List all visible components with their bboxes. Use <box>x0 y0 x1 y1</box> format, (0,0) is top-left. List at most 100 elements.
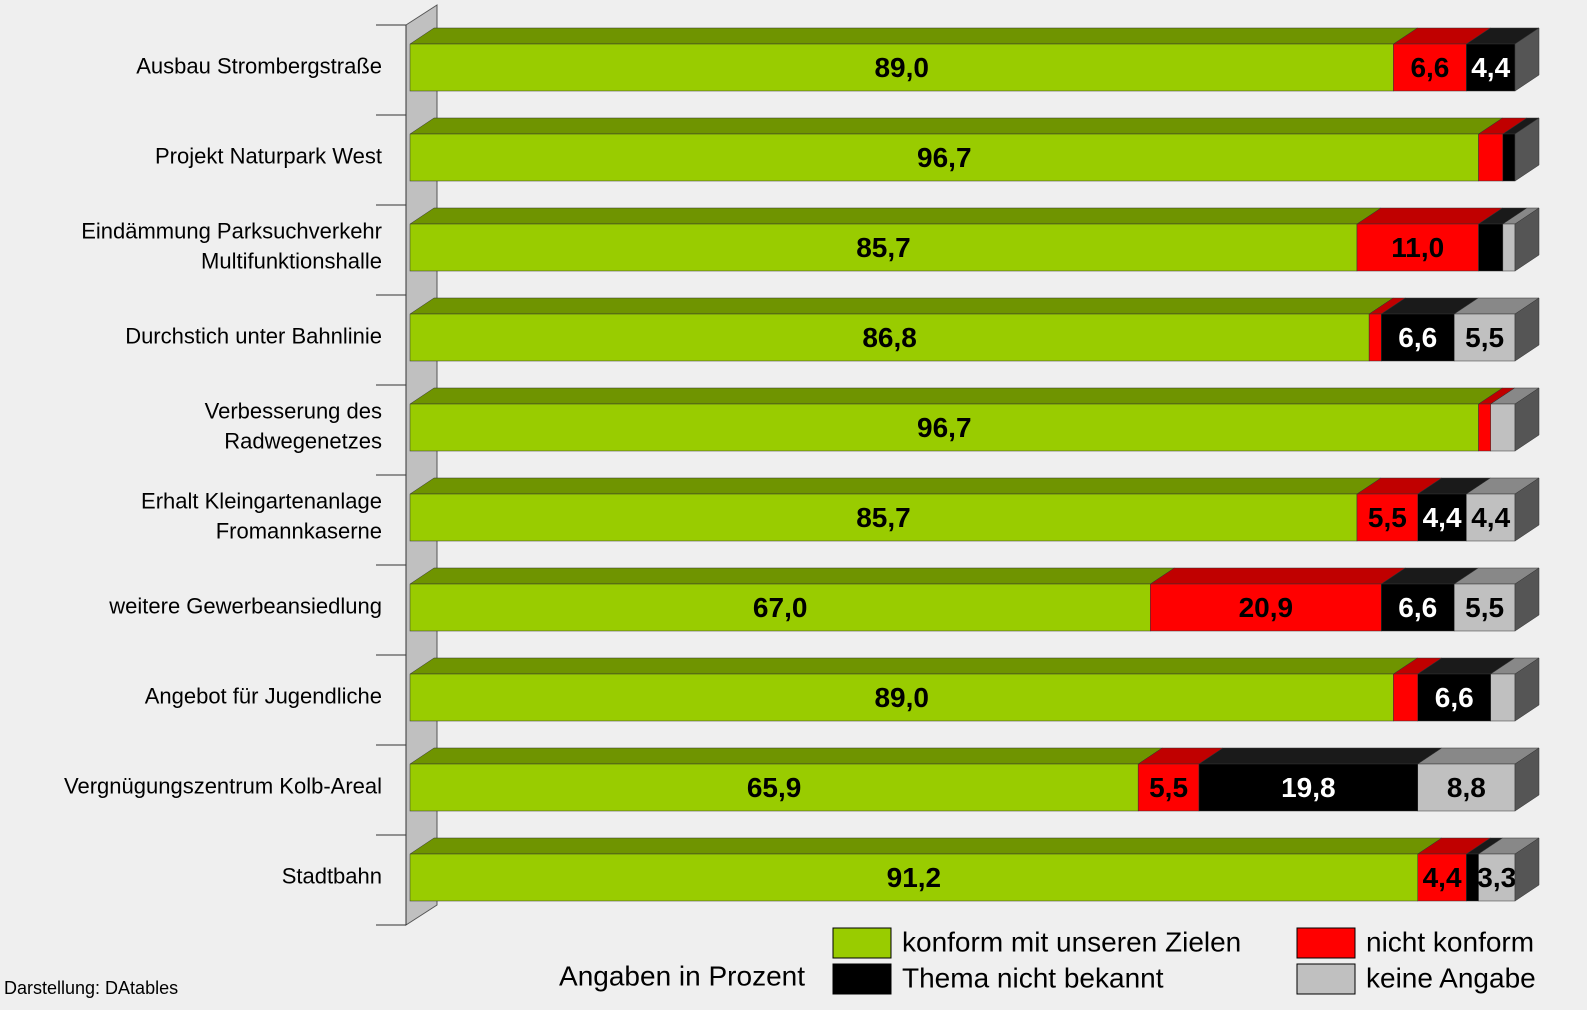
bar <box>1381 583 1455 632</box>
legend-swatch <box>832 963 892 995</box>
bar-top <box>409 297 1394 315</box>
bar-top <box>409 567 1176 585</box>
value-label: 4,4 <box>1423 502 1462 533</box>
bar <box>1393 43 1467 92</box>
legend-label: keine Angabe <box>1366 962 1536 993</box>
bar-top <box>409 387 1504 405</box>
category-label: Erhalt Kleingartenanlage Fromannkaserne <box>141 488 382 543</box>
bar-side <box>1514 567 1540 632</box>
value-label: 4,4 <box>1471 52 1510 83</box>
category-label: weitere Gewerbeansiedlung <box>108 593 382 618</box>
legend-swatch <box>1296 927 1356 959</box>
bar-top <box>1149 567 1407 585</box>
value-label: 89,0 <box>874 682 929 713</box>
bar <box>1198 763 1419 812</box>
bar-top <box>1356 207 1504 225</box>
value-label: 5,5 <box>1465 592 1504 623</box>
bar-side <box>1514 297 1540 362</box>
bar <box>1478 403 1491 452</box>
bar <box>1356 223 1479 272</box>
category-label: Eindämmung Parksuchverkehr Multifunktions… <box>81 218 382 273</box>
bar <box>1393 673 1419 722</box>
category-label: Projekt Naturpark West <box>155 143 382 168</box>
value-label: 6,6 <box>1398 592 1437 623</box>
value-label: 3,3 <box>1477 862 1516 893</box>
value-label: 20,9 <box>1239 592 1294 623</box>
bar-side <box>1514 117 1540 182</box>
value-label: 11,0 <box>1391 232 1444 263</box>
category-label: Vergnügungszentrum Kolb-Areal <box>64 773 382 798</box>
bar-top <box>409 747 1164 765</box>
value-label: 96,7 <box>917 412 972 443</box>
value-label: 5,5 <box>1465 322 1504 353</box>
bar <box>1502 223 1516 272</box>
value-label: 91,2 <box>887 862 942 893</box>
legend-label: Thema nicht bekannt <box>902 962 1164 993</box>
bar <box>1502 133 1516 182</box>
value-label: 5,5 <box>1368 502 1407 533</box>
value-label: 86,8 <box>862 322 917 353</box>
bar <box>409 853 1419 902</box>
bar <box>1478 853 1516 902</box>
bar <box>1368 313 1382 362</box>
bar <box>409 313 1370 362</box>
value-label: 4,4 <box>1471 502 1510 533</box>
value-label: 4,4 <box>1423 862 1462 893</box>
value-label: 6,6 <box>1398 322 1437 353</box>
value-label: 89,0 <box>874 52 929 83</box>
axis-ticks <box>376 24 406 926</box>
bar-side <box>1514 27 1540 92</box>
value-label: 5,5 <box>1149 772 1188 803</box>
value-label: 19,8 <box>1281 772 1336 803</box>
bar <box>1381 313 1455 362</box>
value-label: 8,8 <box>1447 772 1486 803</box>
bar-top <box>409 117 1504 135</box>
bar <box>1137 763 1200 812</box>
bar <box>1466 43 1516 92</box>
bar <box>409 43 1394 92</box>
bar <box>1478 133 1504 182</box>
legend-label: konform mit unseren Zielen <box>902 926 1241 957</box>
bar-top <box>1198 747 1443 765</box>
bar-side <box>1514 387 1540 452</box>
legend-swatch <box>832 927 892 959</box>
bar-top <box>409 27 1419 45</box>
value-label: 96,7 <box>917 142 972 173</box>
bar <box>1478 223 1504 272</box>
value-label: 67,0 <box>753 592 808 623</box>
bar-top <box>409 477 1382 495</box>
units-note: Angaben in Prozent <box>559 960 805 991</box>
legend-swatch <box>1296 963 1356 995</box>
value-label: 6,6 <box>1410 52 1449 83</box>
bar <box>409 583 1151 632</box>
value-label: 65,9 <box>747 772 802 803</box>
category-label: Ausbau Strombergstraße <box>136 53 382 78</box>
bar-side <box>1514 207 1540 272</box>
legend-label: nicht konform <box>1366 926 1534 957</box>
bar-side <box>1514 747 1540 812</box>
value-label: 6,6 <box>1435 682 1474 713</box>
bar <box>409 223 1358 272</box>
category-label: Angebot für Jugendliche <box>145 683 382 708</box>
bar <box>1356 493 1419 542</box>
category-label: Verbesserung des Radwegenetzes <box>205 398 382 453</box>
bar-side <box>1514 657 1540 722</box>
value-label: 85,7 <box>856 502 911 533</box>
bar-top <box>409 657 1419 675</box>
bar <box>1150 583 1382 632</box>
bar <box>1490 403 1516 452</box>
bar-side <box>1514 837 1540 902</box>
bar <box>1453 583 1516 632</box>
bar-top <box>409 837 1443 855</box>
bar <box>409 763 1139 812</box>
source: Darstellung: DAtables <box>4 978 178 998</box>
bar <box>1453 313 1516 362</box>
bar <box>1466 493 1516 542</box>
bar-top <box>409 207 1382 225</box>
bar-side <box>1514 477 1540 542</box>
bar <box>409 403 1479 452</box>
bar <box>1490 673 1516 722</box>
value-label: 85,7 <box>856 232 911 263</box>
bar <box>1417 673 1491 722</box>
